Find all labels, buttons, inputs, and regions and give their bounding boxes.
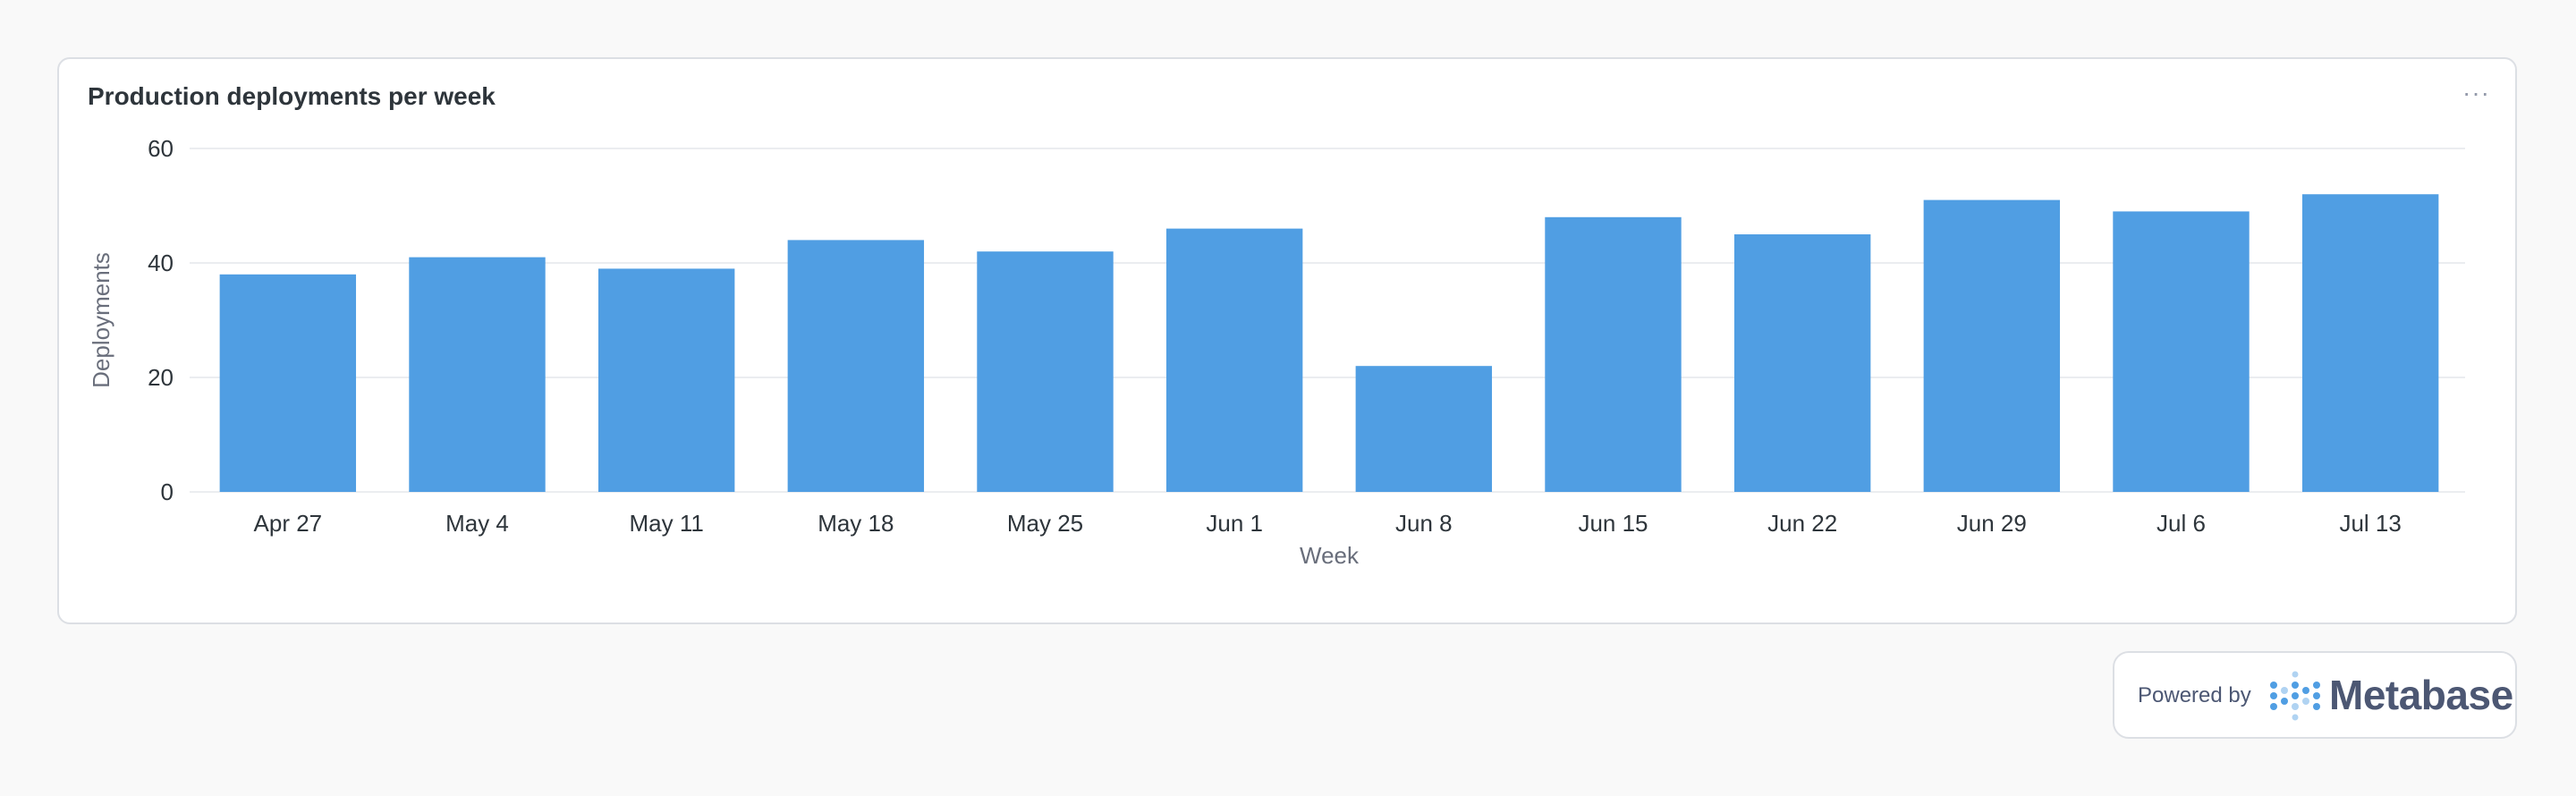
ellipsis-icon[interactable]: ··· xyxy=(2462,79,2490,106)
bar[interactable] xyxy=(409,257,546,492)
y-tick-label: 60 xyxy=(148,135,174,162)
x-tick-label: May 18 xyxy=(818,510,894,537)
y-axis-label: Deployments xyxy=(88,252,114,388)
bar[interactable] xyxy=(597,268,735,492)
x-tick-label: Jul 13 xyxy=(2339,510,2401,537)
chart-card: Production deployments per week ··· 0 20 4… xyxy=(57,57,2517,624)
card-title[interactable]: Production deployments per week xyxy=(88,82,496,110)
bar[interactable] xyxy=(977,251,1114,492)
x-tick-label: Jun 8 xyxy=(1395,510,1453,537)
bar[interactable] xyxy=(1355,366,1493,492)
y-tick-label: 20 xyxy=(148,364,174,391)
x-tick-label: Apr 27 xyxy=(254,510,323,537)
bar[interactable] xyxy=(1165,228,1303,492)
bar[interactable] xyxy=(219,274,357,492)
x-tick-label: Jun 15 xyxy=(1578,510,1648,537)
bar[interactable] xyxy=(1923,199,2061,492)
powered-by-badge[interactable]: Powered by Metabase xyxy=(2113,651,2517,739)
metabase-brand-name: Metabase xyxy=(2329,672,2513,718)
x-tick-label: May 25 xyxy=(1007,510,1083,537)
bar-chart: 0 20 40 60 Apr 27 May 4 May 11 May 18 May 25 Jun … xyxy=(88,135,2465,569)
x-tick-label: Jun 29 xyxy=(1957,510,2027,537)
bar[interactable] xyxy=(1733,234,1871,492)
powered-by-label: Powered by xyxy=(2138,683,2251,707)
x-tick-label: Jun 1 xyxy=(1206,510,1263,537)
metabase-logo-icon xyxy=(2270,671,2320,721)
x-tick-label: Jun 22 xyxy=(1767,510,1837,537)
y-tick-label: 0 xyxy=(161,478,174,505)
x-tick-label: Jul 6 xyxy=(2157,510,2206,537)
bar[interactable] xyxy=(2301,194,2439,492)
x-axis-label: Week xyxy=(1300,542,1360,569)
y-tick-label: 40 xyxy=(148,250,174,276)
bar[interactable] xyxy=(787,240,925,492)
bar[interactable] xyxy=(2113,211,2250,492)
x-tick-label: May 4 xyxy=(445,510,509,537)
bar[interactable] xyxy=(1545,216,1682,493)
x-tick-label: May 11 xyxy=(629,510,703,537)
